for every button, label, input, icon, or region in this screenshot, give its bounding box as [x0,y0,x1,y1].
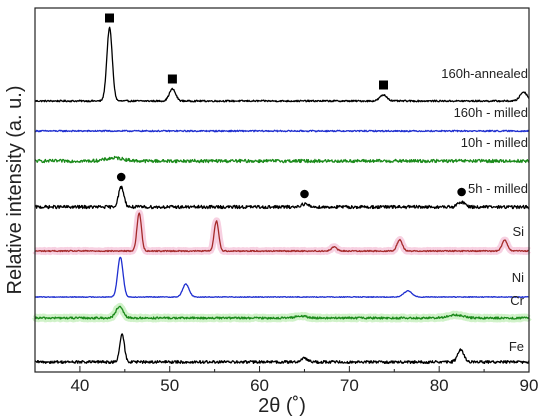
y-axis-label: Relative intensity (a. u.) [4,86,26,295]
series-group [34,26,530,365]
series-label-si: Si [512,224,524,239]
marker-square [379,80,388,90]
marker-circle [457,187,466,197]
series-line-fe [34,333,530,365]
series-label-160h-milled: 160h - milled [454,105,528,120]
x-tick-label: 50 [160,376,179,395]
series-highlight-si [32,209,532,256]
series-line-160h-annealed [34,26,530,103]
series-label-cr: Cr [510,293,524,308]
marker-square [167,74,177,84]
series-label-160h-annealed: 160h-annealed [441,66,528,81]
x-tick-label: 60 [250,376,269,395]
x-tick-label: 40 [70,376,89,395]
x-tick-label: 80 [430,376,449,395]
series-label-group: 160h-annealed 160h - milled 10h - milled 5h… [441,66,528,354]
series-line-10h-milled [34,155,530,164]
x-tick-label: 90 [520,376,539,395]
highlight-bands [32,209,532,323]
marker-circle [116,172,126,182]
marker-circle [300,189,309,199]
plot-frame [34,7,530,373]
marker-group [105,13,466,199]
marker-square [105,13,114,23]
x-tick-label: 70 [340,376,359,395]
series-label-fe: Fe [509,339,524,354]
series-line-cr [34,305,530,320]
series-label-5h-milled: 5h - milled [468,181,528,196]
series-label-ni: Ni [512,270,524,285]
series-line-si [34,212,530,253]
series-line-160h-milled [34,129,530,133]
series-line-ni [34,256,530,299]
series-label-10h-milled: 10h - milled [461,135,528,150]
x-axis-ticks: 40 50 60 70 80 90 [34,366,539,395]
series-line-5h-milled [34,185,530,210]
x-axis-label: 2θ (˚) [258,395,306,417]
